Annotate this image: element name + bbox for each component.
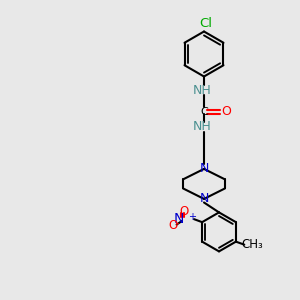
Text: O: O	[222, 105, 231, 119]
Text: O: O	[168, 219, 178, 232]
Text: N: N	[174, 212, 184, 226]
Text: Cl: Cl	[199, 16, 212, 30]
Text: NH: NH	[193, 83, 212, 97]
Text: -: -	[176, 218, 179, 228]
Text: +: +	[188, 212, 196, 222]
Text: NH: NH	[193, 120, 212, 134]
Text: CH₃: CH₃	[242, 238, 263, 251]
Text: N: N	[199, 192, 209, 206]
Text: O: O	[179, 205, 189, 218]
Text: C: C	[200, 107, 208, 117]
Text: N: N	[199, 162, 209, 176]
